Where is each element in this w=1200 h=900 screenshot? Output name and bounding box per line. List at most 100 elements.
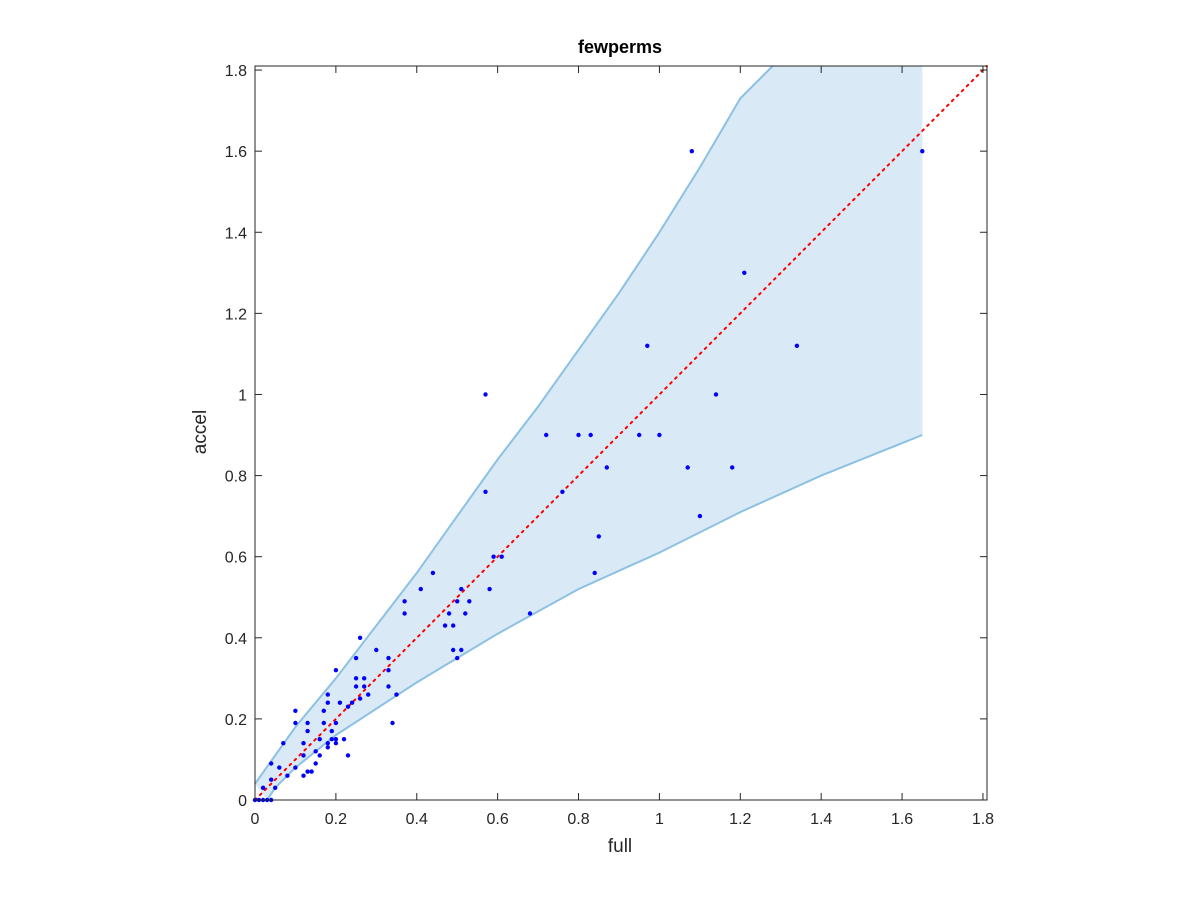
data-point bbox=[527, 611, 533, 616]
data-point bbox=[301, 773, 306, 778]
data-point bbox=[333, 737, 339, 742]
data-point bbox=[305, 769, 310, 774]
data-point bbox=[293, 720, 298, 726]
data-point bbox=[455, 599, 460, 604]
data-point bbox=[483, 489, 488, 494]
data-point bbox=[329, 737, 334, 742]
chart-title: fewperms bbox=[578, 37, 662, 57]
data-point bbox=[920, 149, 925, 154]
data-point bbox=[442, 623, 448, 628]
x-tick-label: 1 bbox=[655, 811, 664, 828]
data-point bbox=[353, 655, 359, 661]
data-point bbox=[386, 655, 391, 661]
y-tick-label: 0.8 bbox=[225, 469, 247, 486]
x-tick-label: 0.8 bbox=[567, 811, 589, 828]
y-axis-ticks: 0 0.2 0.4 0.6 0.8 1 1.2 1.4 1.6 1.8 bbox=[225, 63, 987, 810]
y-tick-label: 1.8 bbox=[225, 63, 247, 80]
data-point bbox=[345, 704, 351, 709]
band-upper-edge bbox=[254, 65, 774, 785]
y-tick-label: 0.6 bbox=[225, 550, 247, 567]
data-point bbox=[313, 749, 318, 754]
data-point bbox=[317, 737, 322, 742]
data-point bbox=[402, 599, 407, 604]
data-point bbox=[345, 753, 351, 758]
x-tick-label: 0.6 bbox=[487, 811, 509, 828]
data-point bbox=[446, 611, 452, 616]
data-point bbox=[362, 676, 367, 681]
y-axis-label: accel bbox=[190, 410, 211, 454]
x-tick-label: 0.4 bbox=[406, 811, 428, 828]
data-point bbox=[467, 599, 472, 604]
data-point bbox=[269, 777, 274, 782]
data-point bbox=[491, 554, 496, 559]
data-point bbox=[309, 769, 314, 774]
data-point bbox=[430, 570, 436, 576]
data-point bbox=[325, 741, 330, 746]
data-point bbox=[637, 432, 642, 438]
data-point bbox=[487, 586, 492, 592]
data-point bbox=[544, 432, 549, 438]
data-point bbox=[305, 728, 310, 734]
data-point bbox=[357, 635, 363, 640]
y-tick-label: 0.4 bbox=[225, 631, 247, 648]
data-point bbox=[269, 761, 274, 766]
data-point bbox=[366, 692, 371, 697]
x-tick-label: 1.8 bbox=[972, 811, 994, 828]
x-axis-ticks: 0 0.2 0.4 0.6 0.8 1 1.2 1.4 1.6 1.8 bbox=[251, 66, 994, 828]
data-point bbox=[697, 513, 703, 519]
x-axis-label: full bbox=[608, 836, 632, 857]
data-point bbox=[313, 761, 318, 766]
x-tick-label: 1.2 bbox=[729, 811, 751, 828]
data-point bbox=[285, 773, 290, 778]
data-point bbox=[341, 737, 347, 742]
data-point bbox=[353, 676, 359, 681]
data-point bbox=[281, 741, 286, 746]
plot-area bbox=[252, 65, 988, 803]
data-point bbox=[337, 700, 343, 705]
data-point bbox=[325, 745, 330, 750]
data-point bbox=[730, 465, 735, 470]
x-tick-label: 1.4 bbox=[810, 811, 832, 828]
y-tick-label: 1 bbox=[238, 387, 247, 404]
identity-reference-line bbox=[254, 65, 988, 801]
axes-frame bbox=[254, 65, 988, 801]
data-point bbox=[374, 647, 379, 653]
y-tick-label: 0.2 bbox=[225, 712, 247, 729]
confidence-band bbox=[255, 66, 923, 800]
data-point bbox=[689, 149, 694, 154]
data-point bbox=[353, 684, 359, 689]
data-point bbox=[357, 696, 363, 701]
x-tick-label: 0 bbox=[251, 811, 260, 828]
data-point bbox=[293, 765, 298, 770]
y-tick-label: 0 bbox=[238, 793, 247, 810]
axes-box bbox=[254, 65, 988, 801]
data-point bbox=[333, 720, 339, 726]
data-point bbox=[333, 741, 339, 746]
data-point bbox=[685, 465, 690, 470]
data-point bbox=[592, 570, 597, 576]
data-point bbox=[604, 465, 609, 470]
data-point bbox=[560, 489, 565, 494]
y-tick-label: 1.4 bbox=[225, 225, 247, 242]
data-point bbox=[273, 785, 278, 790]
data-point bbox=[459, 647, 464, 653]
data-point bbox=[321, 720, 326, 726]
data-point bbox=[329, 728, 334, 734]
data-point bbox=[402, 611, 407, 616]
data-point bbox=[349, 700, 355, 705]
data-point bbox=[794, 343, 800, 348]
data-point bbox=[588, 432, 593, 438]
data-point bbox=[301, 753, 306, 758]
data-point bbox=[576, 432, 581, 438]
data-point bbox=[260, 785, 266, 790]
data-point bbox=[386, 684, 391, 689]
data-point bbox=[742, 270, 747, 275]
data-point bbox=[325, 700, 330, 705]
data-point bbox=[293, 708, 298, 713]
y-tick-label: 1.6 bbox=[225, 144, 247, 161]
data-point bbox=[451, 623, 456, 628]
data-point bbox=[390, 720, 395, 726]
data-point bbox=[362, 684, 367, 689]
data-point bbox=[499, 554, 504, 559]
